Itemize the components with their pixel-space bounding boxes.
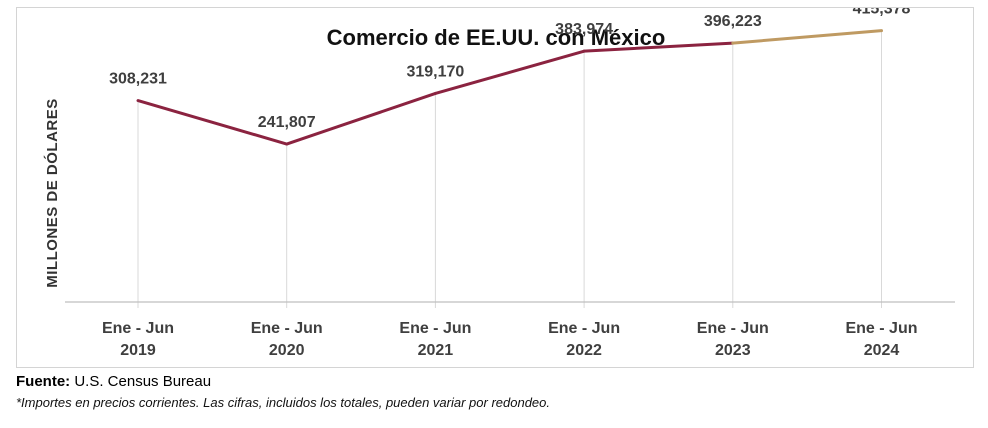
line-chart: Comercio de EE.UU. con México MILLONES D…: [43, 8, 955, 359]
source-label: Fuente:: [16, 373, 71, 390]
footnote: *Importes en precios corrientes. Las cif…: [16, 395, 551, 410]
line-segment-4: [731, 29, 883, 45]
x-tick-line-0-1: 2019: [120, 342, 156, 359]
line-segment-1: [285, 91, 437, 146]
x-tick-line-5-1: 2024: [864, 342, 900, 359]
chart-frame: Comercio de EE.UU. con México MILLONES D…: [16, 7, 974, 368]
line-segment-2: [433, 49, 586, 95]
line-segment-3: [582, 41, 735, 53]
chart-title: Comercio de EE.UU. con México: [327, 25, 666, 50]
x-tick-line-2-0: Ene - Jun: [399, 320, 471, 337]
x-tick-label-2: Ene - Jun 2021: [399, 320, 471, 359]
data-label-3: 383,974: [555, 21, 613, 38]
x-tick-line-1-0: Ene - Jun: [251, 320, 323, 337]
data-label-5: 415,378: [853, 8, 911, 18]
x-tick-line-3-0: Ene - Jun: [548, 320, 620, 337]
x-tick-line-0-0: Ene - Jun: [102, 320, 174, 337]
line-segment-0: [136, 99, 289, 146]
x-tick-label-3: Ene - Jun 2022: [548, 320, 620, 359]
x-tick-line-2-1: 2021: [418, 342, 454, 359]
x-tick-label-4: Ene - Jun 2023: [697, 320, 769, 359]
source-text: U.S. Census Bureau: [70, 373, 212, 390]
x-tick-label-1: Ene - Jun 2020: [251, 320, 323, 359]
y-axis-label: MILLONES DE DÓLARES: [43, 98, 61, 288]
data-label-1: 241,807: [258, 114, 316, 131]
series-line: [136, 29, 883, 146]
x-tick-label-0: Ene - Jun 2019: [102, 320, 174, 359]
data-label-0: 308,231: [109, 71, 167, 88]
data-labels: 308,231 241,807 319,170 383,974 396,223 415,3…: [109, 8, 910, 131]
gridlines: [137, 30, 882, 308]
data-label-2: 319,170: [406, 63, 464, 80]
x-tick-line-3-1: 2022: [566, 342, 602, 359]
x-tick-line-4-0: Ene - Jun: [697, 320, 769, 337]
x-tick-line-4-1: 2023: [715, 342, 751, 359]
source-note: Fuente: U.S. Census Bureau: [16, 373, 211, 390]
x-tick-line-5-0: Ene - Jun: [845, 320, 917, 337]
x-tick-label-5: Ene - Jun 2024: [845, 320, 917, 359]
data-label-4: 396,223: [704, 13, 762, 30]
x-tick-line-1-1: 2020: [269, 342, 305, 359]
